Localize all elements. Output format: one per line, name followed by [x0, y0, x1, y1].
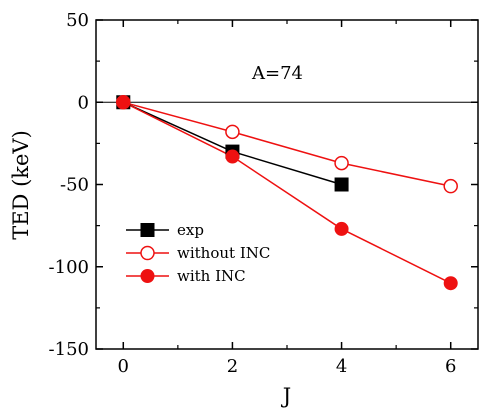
- series-line-2: [123, 101, 451, 187]
- legend-label: with INC: [177, 267, 246, 285]
- legend-marker: [140, 269, 155, 283]
- y-tick-label: -50: [60, 175, 89, 196]
- x-tick-label: 6: [445, 356, 456, 377]
- data-point-series-2: [443, 178, 458, 194]
- plot-marks: [116, 95, 458, 291]
- y-tick-label: 50: [66, 10, 89, 31]
- y-axis-title: TED (keV): [9, 130, 33, 240]
- data-point-series-3: [443, 276, 458, 291]
- x-axis-title: J: [281, 384, 291, 408]
- legend-label: without INC: [177, 244, 270, 262]
- annotation-label: A=74: [251, 63, 303, 84]
- data-point-series-2: [334, 155, 349, 171]
- legend: exp without INC with INC: [126, 221, 270, 285]
- legend-marker: [140, 245, 155, 261]
- data-point-series-2: [225, 124, 240, 140]
- x-tick-label: 4: [336, 356, 347, 377]
- data-point-series-3: [225, 149, 240, 164]
- data-point-series-3: [334, 221, 349, 236]
- data-point-series-1: [334, 177, 349, 192]
- series-line-3: [122, 101, 452, 284]
- series-line-1: [122, 101, 342, 186]
- x-tick-label: 2: [227, 356, 238, 377]
- y-tick-label: -150: [49, 339, 89, 360]
- axis-ticks: 0 2 4 6 50 0 -50 -100 -150: [49, 10, 478, 377]
- y-tick-label: 0: [78, 92, 89, 113]
- data-point-series-3: [116, 95, 131, 110]
- legend-label: exp: [177, 221, 204, 239]
- y-tick-label: -100: [49, 257, 89, 278]
- legend-marker: [140, 223, 155, 237]
- x-tick-label: 0: [118, 356, 129, 377]
